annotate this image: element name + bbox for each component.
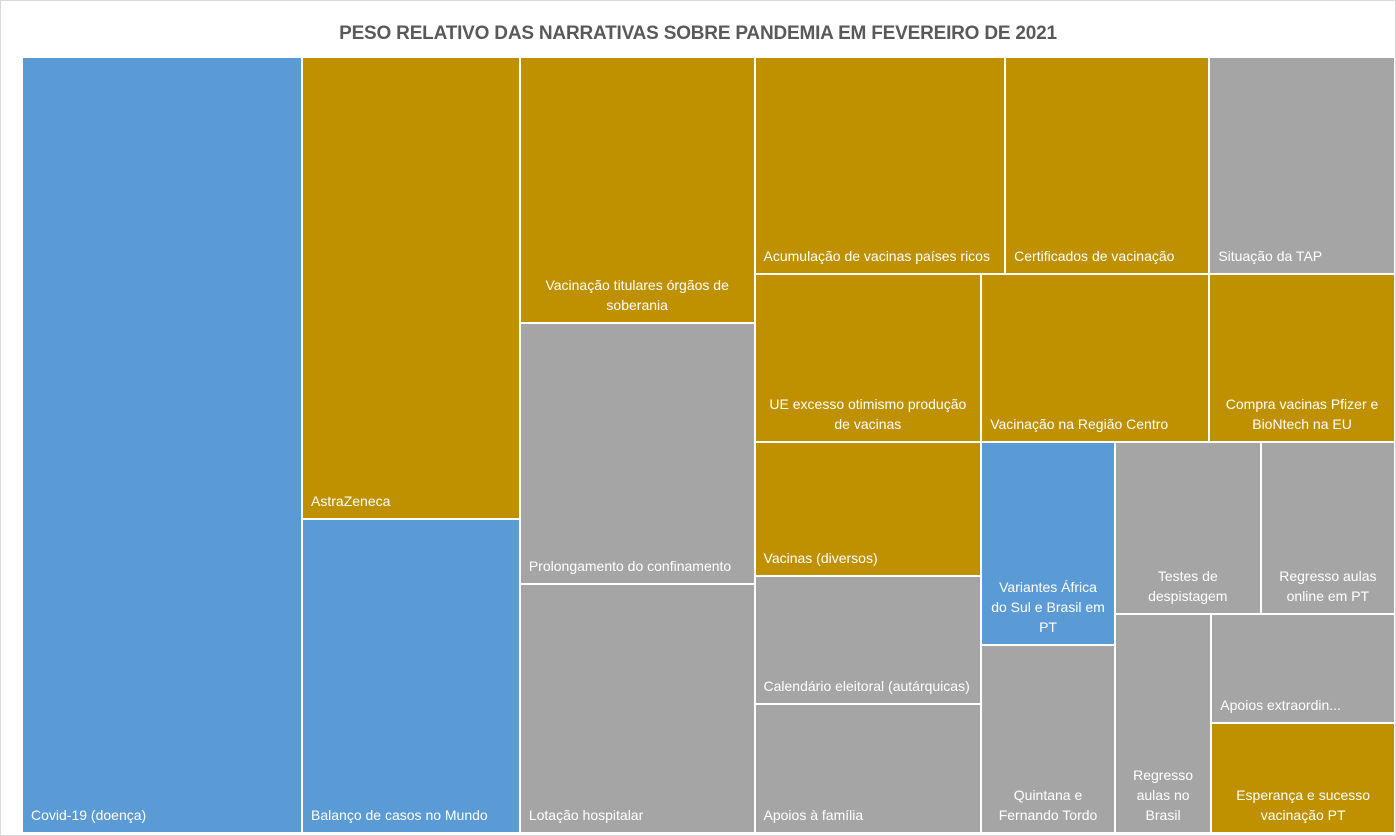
cell-label: Apoios à família — [763, 806, 864, 823]
treemap-cell: Situação da TAP — [1209, 57, 1395, 274]
cell-label: Regresso aulas online em PT — [1279, 567, 1377, 604]
treemap-cell: Variantes África do Sul e Brasil em PT — [981, 441, 1115, 645]
cell-label: Prolongamento do confinamento — [528, 558, 732, 575]
cell-label: Covid-19 (doença) — [31, 807, 147, 823]
treemap-cell: Acumulação de vacinas países ricos — [754, 57, 1006, 274]
cell-label: Vacinação na Região Centro — [990, 415, 1169, 432]
cell-label: Testes de despistagem — [1148, 567, 1228, 604]
cell-label: Apoios extraordin... — [1220, 697, 1341, 714]
cell-label: Vacinas (diversos) — [763, 549, 878, 566]
treemap-cell: Certificados de vacinação — [1005, 57, 1210, 274]
treemap-cell: Vacinas (diversos) — [754, 442, 982, 576]
treemap-cell: Apoios extraordin... — [1211, 613, 1395, 724]
chart-title: PESO RELATIVO DAS NARRATIVAS SOBRE PANDE… — [339, 23, 1057, 44]
treemap-cell: Vacinação titulares órgãos de soberania — [519, 57, 755, 323]
cell-label: Variantes África do Sul e Brasil em PT — [991, 578, 1105, 635]
cell-label: AstraZeneca — [311, 492, 391, 509]
cell-label: Calendário eleitoral (autárquicas) — [763, 678, 970, 695]
cell-label: Lotação hospitalar — [528, 806, 644, 823]
treemap-cell: Prolongamento do confinamento — [519, 322, 755, 585]
treemap-cell: AstraZeneca — [302, 57, 520, 519]
treemap-cell: Lotação hospitalar — [519, 584, 755, 833]
treemap-cell: Quintana e Fernando Tordo — [981, 644, 1115, 833]
treemap-cell: Esperança e sucesso vacinação PT — [1211, 723, 1395, 833]
cell-label: Situação da TAP — [1218, 247, 1323, 264]
cell-label: Regresso aulas no Brasil — [1133, 766, 1194, 823]
treemap-cell: Regresso aulas no Brasil — [1114, 613, 1212, 833]
cell-label: Esperança e sucesso vacinação PT — [1236, 786, 1371, 823]
cell-label: UE excesso otimismo produção de vacinas — [769, 396, 967, 433]
cell-label: Acumulação de vacinas países ricos — [763, 247, 990, 264]
treemap-cell: Covid-19 (doença) — [22, 57, 303, 833]
treemap-cell: Apoios à família — [754, 704, 982, 833]
cell-label: Balanço de casos no Mundo — [311, 806, 488, 823]
treemap-cell: Testes de despistagem — [1114, 441, 1261, 614]
treemap-cell: Calendário eleitoral (autárquicas) — [754, 575, 982, 705]
cell-label: Compra vacinas Pfizer e BioNtech na EU — [1225, 395, 1379, 432]
treemap-cell: UE excesso otimismo produção de vacinas — [754, 273, 982, 443]
treemap-cell: Vacinação na Região Centro — [981, 273, 1210, 442]
cell-label: Vacinação titulares órgãos de soberania — [545, 276, 729, 313]
cell-label: Quintana e Fernando Tordo — [998, 786, 1098, 823]
treemap-cell: Balanço de casos no Mundo — [302, 518, 520, 833]
treemap-cell: Regresso aulas online em PT — [1260, 441, 1395, 614]
treemap-cell: Compra vacinas Pfizer e BioNtech na EU — [1209, 273, 1395, 442]
cell-label: Certificados de vacinação — [1014, 247, 1175, 264]
